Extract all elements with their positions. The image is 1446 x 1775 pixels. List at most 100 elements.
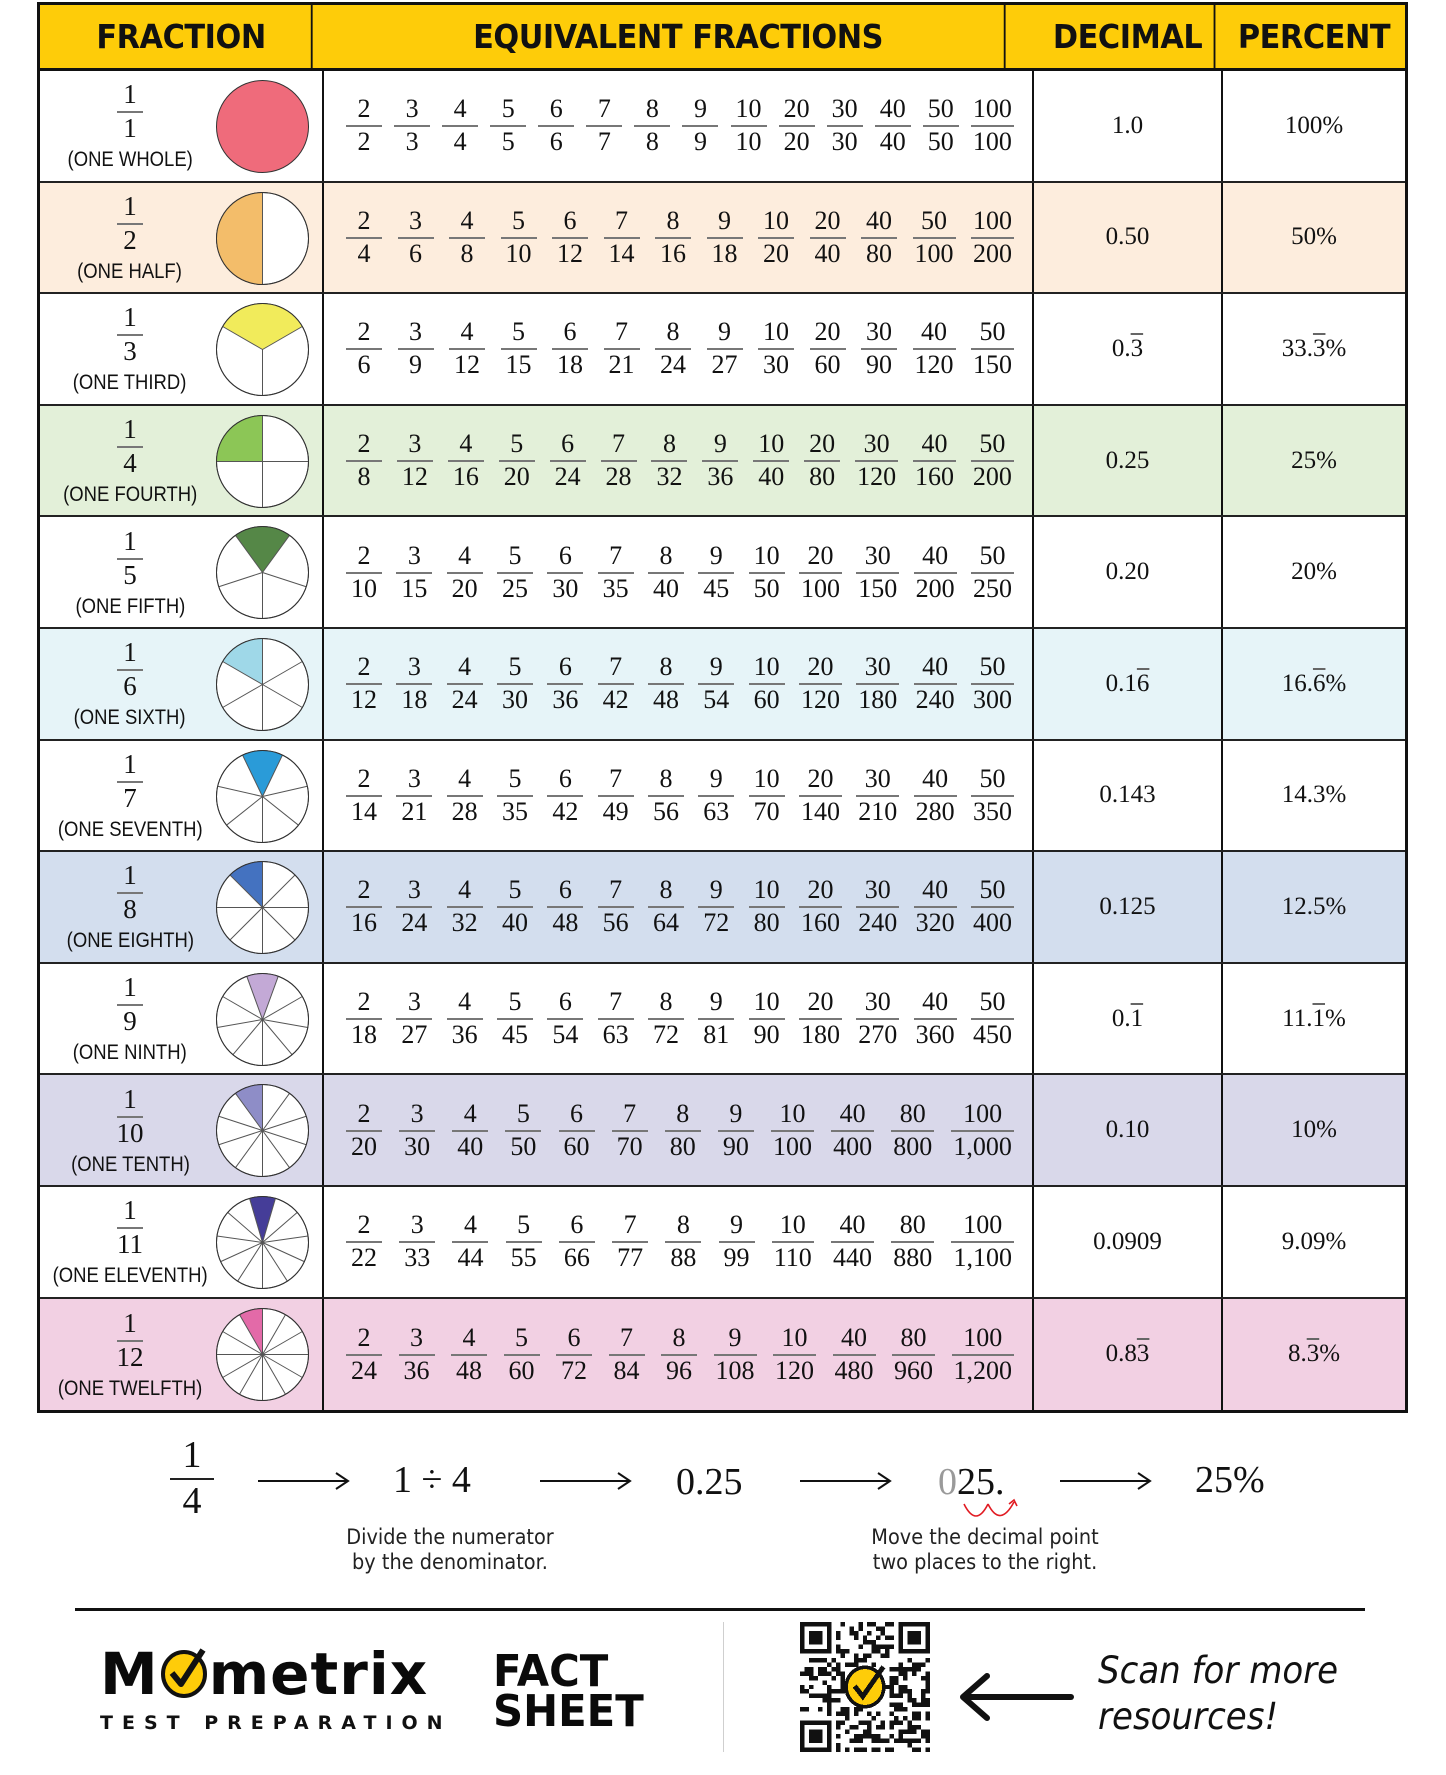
decimal-cell: 0.8 3: [1034, 1298, 1223, 1411]
fraction-cell: 1 7 (ONE SEVENTH): [40, 740, 324, 851]
decimal-cell: 0.10: [1034, 1075, 1223, 1185]
equivalent-fraction: 6 66: [558, 1212, 595, 1271]
base-fraction: 1 6: [117, 639, 143, 700]
equivalent-fraction: 5 50: [505, 1100, 542, 1160]
equivalent-fraction: 40 40: [874, 96, 911, 155]
equivalent-fraction: 7 7: [586, 96, 623, 155]
equivalent-fraction: 4 28: [446, 765, 483, 825]
percent-cell: 100%: [1284, 111, 1344, 139]
equivalent-fraction: 3 18: [396, 654, 433, 713]
equivalent-fraction: 6 30: [547, 542, 584, 602]
fraction-name: (ONE WHOLE): [67, 148, 193, 172]
equivalent-fraction: 4 40: [452, 1100, 489, 1160]
fraction-conversion-table: FRACTION EQUIVALENT FRACTIONS DECIMAL PE…: [37, 2, 1408, 1414]
header-percent: PERCENT: [1237, 17, 1391, 56]
fraction-cell: 1 6 (ONE SIXTH): [40, 628, 324, 739]
table-row: 1 8 (ONE EIGHTH) 2 16 3 24 4 32 5: [40, 852, 1405, 964]
equivalent-fraction: 50 150: [971, 317, 1014, 380]
equivalent-fraction: 2 12: [346, 654, 382, 713]
arrow-right-icon: [258, 1472, 350, 1490]
equivalent-fractions-cell: 2 4 3 6 4 8 5 10 6 12 7 14 8: [324, 182, 1034, 293]
equivalent-fraction: 5 60: [503, 1324, 540, 1384]
equivalent-fraction: 9 45: [698, 542, 735, 602]
equivalent-fraction: 40 280: [913, 763, 957, 826]
equivalent-fraction: 7 21: [603, 319, 640, 378]
equivalent-fraction: 20 160: [798, 875, 842, 938]
equivalent-fraction: 3 3: [394, 96, 431, 155]
percent-cell: 11. 1%: [1282, 1004, 1346, 1032]
pie-chart-icon: [215, 1083, 310, 1178]
fraction-name: (ONE SIXTH): [74, 706, 186, 730]
equivalent-fraction: 6 18: [552, 319, 588, 378]
fraction-name: (ONE FIFTH): [75, 594, 185, 618]
pie-chart-icon: [215, 414, 310, 509]
example-result-percent: 25%: [1195, 1459, 1265, 1501]
pie-chart-icon: [215, 1195, 310, 1290]
fraction-cell: 1 11 (ONE ELEVENTH): [40, 1186, 324, 1297]
base-fraction: 1 12: [116, 1307, 144, 1372]
equivalent-fraction: 40 160: [912, 429, 956, 492]
decimal-cell: 0. 1: [1034, 963, 1223, 1074]
equivalent-fraction: 6 54: [547, 989, 584, 1048]
equivalent-fraction: 2 18: [346, 989, 382, 1048]
equivalent-fraction: 3 21: [396, 765, 433, 825]
arrow-right-icon: [800, 1472, 892, 1490]
arrow-right-icon: [1060, 1472, 1152, 1490]
equivalent-fraction: 6 42: [547, 765, 584, 825]
fraction-name: (ONE SEVENTH): [57, 817, 203, 841]
equivalent-fraction: 4 32: [446, 877, 483, 936]
fraction-cell: 1 3 (ONE THIRD): [40, 294, 324, 404]
fraction-cell: 1 9 (ONE NINTH): [40, 963, 324, 1074]
equivalent-fraction: 8 80: [664, 1100, 701, 1160]
equivalent-fraction: 3 6: [397, 207, 434, 267]
decimal-cell: 0. 3: [1034, 294, 1223, 404]
equivalent-fraction: 2 16: [346, 877, 382, 936]
mometrix-logo[interactable]: M metrix: [100, 1640, 429, 1708]
table-row: 1 3 (ONE THIRD) 2 6 3 9 4 12 5 1: [40, 294, 1405, 406]
equivalent-fraction: 8 48: [647, 654, 684, 713]
equivalent-fraction: 6 48: [547, 877, 584, 936]
base-fraction: 1 3: [117, 304, 143, 365]
equivalent-fraction: 2 14: [346, 765, 382, 825]
percent-cell: 33. 3%: [1281, 334, 1347, 362]
equivalent-fraction: 8 40: [647, 542, 684, 602]
equivalent-fraction: 5 5: [490, 96, 527, 155]
table-row: 1 5 (ONE FIFTH) 2 10 3 15 4 20 5: [40, 517, 1405, 629]
equivalent-fraction: 40 440: [831, 1210, 875, 1273]
equivalent-fraction: 8 8: [634, 96, 671, 155]
equivalent-fraction: 30 150: [856, 540, 900, 603]
percent-cell: 16. 6%: [1281, 669, 1347, 697]
equivalent-fraction: 40 400: [831, 1098, 875, 1161]
equivalent-fraction: 8 88: [665, 1212, 702, 1271]
arrow-left-icon: [960, 1673, 1074, 1721]
equivalent-fraction: 10 60: [748, 654, 785, 713]
equivalent-fraction: 4 48: [451, 1324, 487, 1384]
equivalent-fraction: 3 30: [399, 1100, 436, 1160]
equivalent-fraction: 20 120: [798, 652, 842, 715]
table-row: 1 4 (ONE FOURTH) 2 8 3 12 4 16 5: [40, 405, 1405, 518]
equivalent-fractions-cell: 2 8 3 12 4 16 5 20 6 24 7 28 8: [324, 405, 1034, 516]
equivalent-fraction: 3 36: [398, 1324, 435, 1384]
equivalent-fraction: 2 10: [346, 542, 382, 602]
fraction-cell: 1 5 (ONE FIFTH): [40, 517, 324, 627]
fraction-cell: 1 10 (ONE TENTH): [40, 1075, 324, 1185]
equivalent-fraction: 40 200: [913, 540, 957, 603]
percent-cell: 50%: [1291, 223, 1337, 251]
equivalent-fractions-cell: 2 12 3 18 4 24 5 30 6 36 7 42 8: [324, 628, 1034, 739]
fraction-cell: 1 4 (ONE FOURTH): [40, 405, 324, 516]
fraction-cell: 1 1 (ONE WHOLE): [40, 71, 324, 181]
equivalent-fraction: 30 180: [856, 652, 900, 715]
equivalent-fraction: 2 8: [346, 431, 382, 490]
equivalent-fraction: 4 16: [447, 431, 484, 490]
base-fraction: 1 5: [117, 527, 143, 589]
equivalent-fraction: 2 4: [346, 207, 382, 267]
equivalent-fraction: 8 16: [655, 207, 691, 267]
decimal-cell: 0.125: [1034, 852, 1223, 962]
qr-code[interactable]: [800, 1622, 930, 1752]
equivalent-fraction: 30 30: [826, 96, 863, 155]
decimal-shift-arrows-icon: [963, 1498, 1018, 1517]
decimal-cell: 0.1 6: [1034, 628, 1223, 739]
base-fraction: 1 7: [117, 750, 143, 812]
equivalent-fraction: 6 60: [558, 1100, 595, 1160]
equivalent-fraction: 10 50: [748, 542, 785, 602]
